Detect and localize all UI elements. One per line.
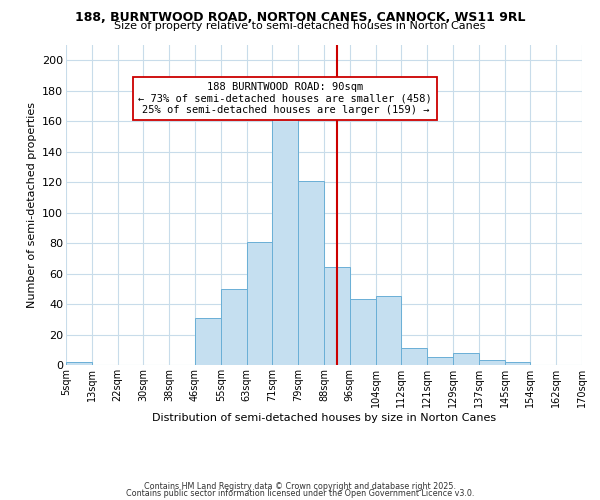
- Bar: [350, 300, 376, 365]
- Bar: [66, 362, 92, 365]
- Bar: [221, 289, 247, 365]
- Bar: [401, 348, 427, 365]
- Bar: [298, 180, 324, 365]
- Bar: [376, 296, 401, 365]
- Bar: [479, 360, 505, 365]
- Text: Contains HM Land Registry data © Crown copyright and database right 2025.: Contains HM Land Registry data © Crown c…: [144, 482, 456, 491]
- Text: 188 BURNTWOOD ROAD: 90sqm
← 73% of semi-detached houses are smaller (458)
25% of: 188 BURNTWOOD ROAD: 90sqm ← 73% of semi-…: [139, 82, 432, 115]
- Bar: [324, 268, 350, 365]
- Bar: [247, 242, 272, 365]
- Bar: [453, 353, 479, 365]
- Text: 188, BURNTWOOD ROAD, NORTON CANES, CANNOCK, WS11 9RL: 188, BURNTWOOD ROAD, NORTON CANES, CANNO…: [75, 11, 525, 24]
- Y-axis label: Number of semi-detached properties: Number of semi-detached properties: [26, 102, 37, 308]
- X-axis label: Distribution of semi-detached houses by size in Norton Canes: Distribution of semi-detached houses by …: [152, 412, 496, 422]
- Bar: [505, 362, 530, 365]
- Text: Size of property relative to semi-detached houses in Norton Canes: Size of property relative to semi-detach…: [115, 21, 485, 31]
- Bar: [195, 318, 221, 365]
- Text: Contains public sector information licensed under the Open Government Licence v3: Contains public sector information licen…: [126, 489, 474, 498]
- Bar: [427, 358, 453, 365]
- Bar: [272, 114, 298, 365]
